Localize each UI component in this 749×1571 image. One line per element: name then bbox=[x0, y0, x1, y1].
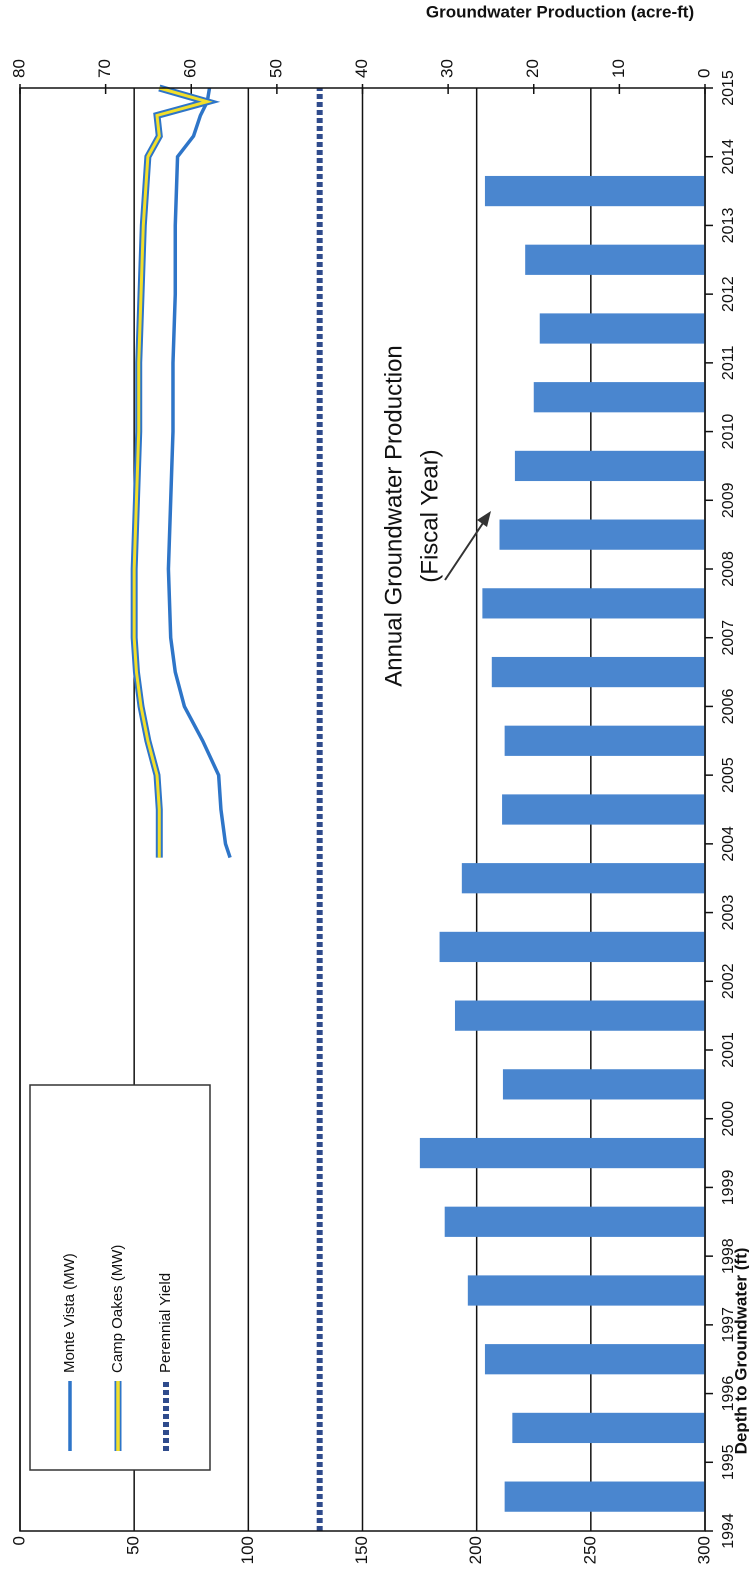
x-tick-label: 2010 bbox=[720, 414, 737, 450]
x-tick-label: 2007 bbox=[720, 620, 737, 656]
bar bbox=[439, 931, 705, 963]
x-tick-label: 2015 bbox=[720, 70, 737, 106]
x-tick-label: 2001 bbox=[720, 1032, 737, 1068]
x-tick-label: 2014 bbox=[720, 139, 737, 175]
series-line bbox=[132, 86, 213, 858]
y-tick-label: 0 bbox=[9, 1536, 28, 1545]
bar bbox=[482, 588, 705, 619]
y2-tick-label: 50 bbox=[266, 59, 285, 78]
y2-tick-label: 70 bbox=[95, 59, 114, 78]
plot-frame bbox=[19, 87, 706, 1532]
bar bbox=[525, 244, 705, 275]
x-tick-label: 2002 bbox=[720, 963, 737, 999]
y2-tick-label: 20 bbox=[523, 59, 542, 78]
y-axis-title: Depth to Groundwater (ft) bbox=[731, 1248, 749, 1455]
bar bbox=[467, 1275, 705, 1306]
x-tick-label: 2006 bbox=[720, 689, 737, 725]
y-tick-label: 200 bbox=[466, 1536, 485, 1564]
bar bbox=[533, 382, 705, 413]
bar bbox=[512, 1412, 705, 1444]
y2-tick-label: 0 bbox=[694, 69, 713, 78]
legend-box bbox=[29, 1084, 211, 1471]
y-tick-label: 300 bbox=[694, 1536, 713, 1564]
legend-label: Camp Oakes (MW) bbox=[109, 1245, 126, 1373]
rotated-chart: 0 50 100 150 200 250 300 0 10 20 30 40 50 60 70 80 1994 1… bbox=[9, 2, 749, 1564]
x-tick-label: 1995 bbox=[720, 1444, 737, 1480]
bar bbox=[504, 725, 706, 756]
annotation: (Fiscal Year) bbox=[416, 449, 443, 582]
legend-label: Perennial Yield bbox=[157, 1273, 174, 1373]
bar bbox=[499, 519, 705, 550]
y2-axis-title: Groundwater Production (acre-ft) bbox=[426, 2, 694, 21]
x-tick-label: 2009 bbox=[720, 482, 737, 518]
x-tick-label: 2012 bbox=[720, 276, 737, 312]
bar bbox=[504, 1481, 706, 1512]
bar bbox=[502, 794, 705, 825]
bar bbox=[491, 656, 706, 688]
bar bbox=[454, 1000, 705, 1031]
series-line bbox=[166, 87, 232, 859]
annotation-arrowhead bbox=[477, 511, 491, 527]
y2-tick-label: 60 bbox=[181, 59, 200, 78]
y2-tick-label: 30 bbox=[438, 59, 457, 78]
bar bbox=[419, 1137, 705, 1169]
annotation-arrow bbox=[444, 516, 488, 581]
x-tick-label: 1999 bbox=[720, 1170, 737, 1206]
x-tick-label: 2000 bbox=[720, 1101, 737, 1137]
x-tick-label: 2011 bbox=[720, 346, 737, 381]
y-tick-label: 50 bbox=[124, 1536, 143, 1555]
bar bbox=[514, 450, 705, 482]
bar bbox=[461, 863, 706, 894]
bar bbox=[444, 1206, 705, 1237]
x-tick-label: 2005 bbox=[720, 757, 737, 793]
x-tick-label: 1994 bbox=[720, 1513, 737, 1549]
y2-tick-label: 10 bbox=[609, 59, 628, 78]
legend-label: Monte Vista (MW) bbox=[61, 1253, 78, 1373]
y2-tick-label: 80 bbox=[9, 59, 28, 78]
x-tick-label: 2003 bbox=[720, 895, 737, 931]
y2-tick-label: 40 bbox=[352, 59, 371, 78]
bar bbox=[484, 175, 705, 207]
x-tick-label: 2013 bbox=[720, 208, 737, 244]
x-tick-label: 2004 bbox=[720, 826, 737, 862]
bar bbox=[484, 1344, 705, 1375]
y-tick-label: 150 bbox=[352, 1536, 371, 1564]
x-tick-label: 2008 bbox=[720, 551, 737, 587]
y-tick-label: 250 bbox=[580, 1536, 599, 1564]
annotation: Annual Groundwater Production bbox=[380, 345, 407, 687]
x-tick-label: 1998 bbox=[720, 1238, 737, 1274]
y-tick-label: 100 bbox=[238, 1536, 257, 1564]
bar bbox=[539, 313, 706, 344]
x-tick-label: 1996 bbox=[720, 1376, 737, 1412]
bar bbox=[502, 1069, 705, 1100]
x-tick-label: 1997 bbox=[720, 1307, 737, 1343]
